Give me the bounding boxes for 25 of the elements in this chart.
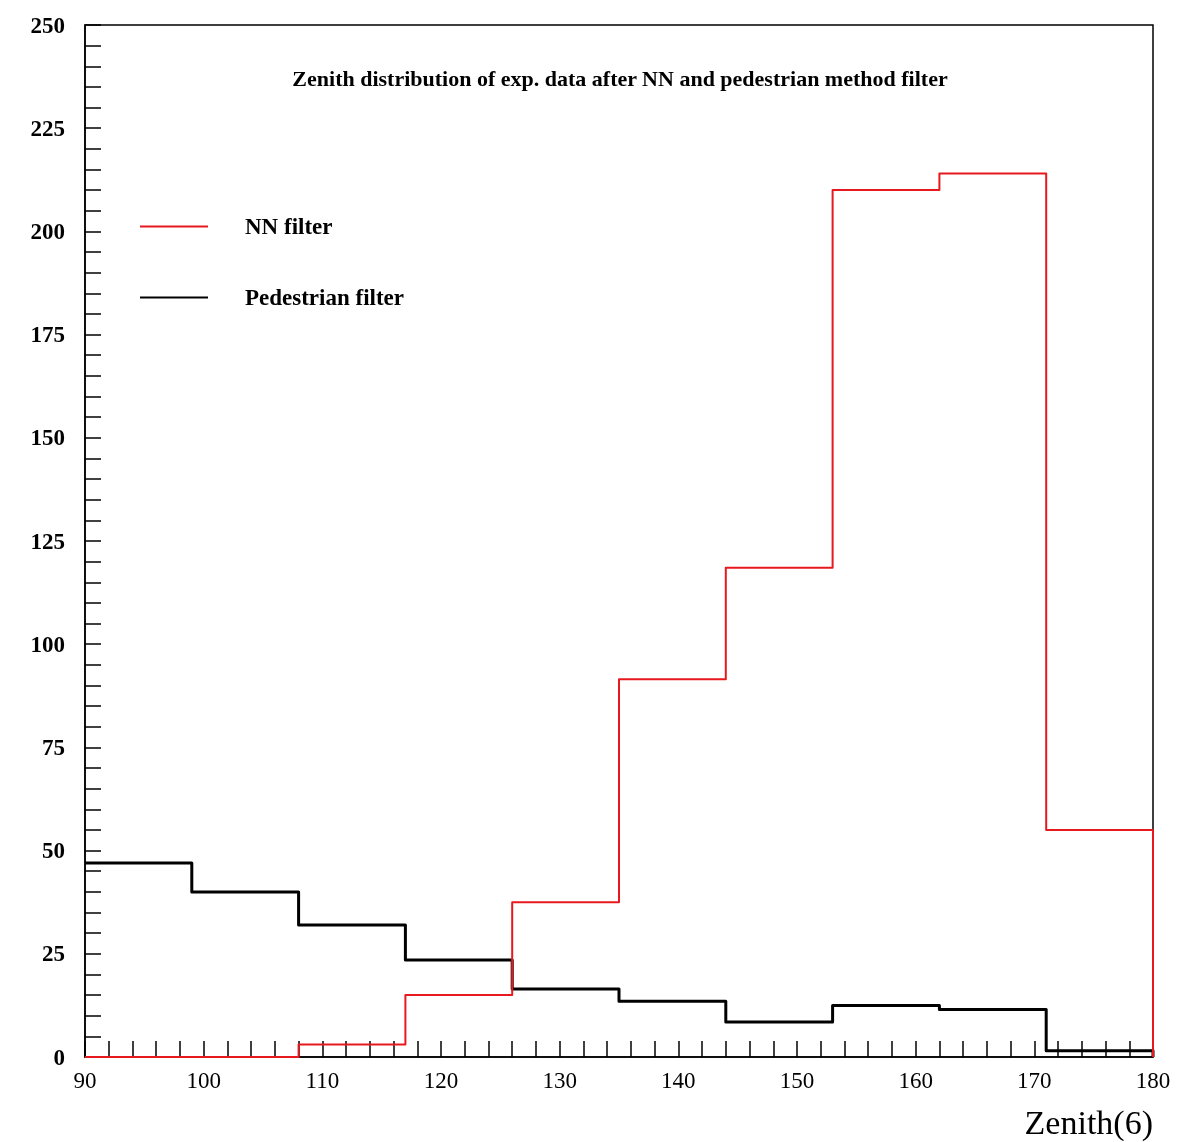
y-tick-label: 250: [30, 12, 65, 38]
y-tick-label: 225: [30, 115, 65, 141]
x-tick-label: 90: [73, 1068, 97, 1093]
y-tick-label: 50: [42, 838, 65, 864]
x-tick-label: 160: [898, 1068, 933, 1093]
x-tick-label: 170: [1017, 1068, 1052, 1093]
y-tick-label: 25: [42, 941, 65, 967]
y-tick-label: 125: [30, 528, 65, 554]
x-tick-label: 140: [661, 1068, 696, 1093]
x-tick-label: 150: [779, 1068, 815, 1093]
y-tick-label: 200: [30, 218, 65, 244]
x-tick-label: 180: [1135, 1068, 1171, 1093]
x-tick-label: 100: [186, 1068, 221, 1093]
legend-label: NN filter: [245, 214, 333, 239]
y-tick-label: 175: [30, 322, 65, 348]
y-tick-label: 150: [30, 425, 65, 451]
y-tick-label: 0: [53, 1044, 65, 1070]
x-tick-label: 130: [542, 1068, 577, 1093]
text: Zenith distribution of exp. data after NN and pedestrian method filter: [292, 65, 948, 91]
y-tick-label: 100: [30, 631, 65, 657]
legend-label: Pedestrian filter: [245, 285, 405, 310]
y-tick-label: 75: [42, 734, 65, 760]
x-tick-label: 110: [305, 1068, 340, 1093]
x-axis-title: Zenith(6): [1024, 1103, 1153, 1142]
x-tick-label: 120: [423, 1068, 459, 1093]
